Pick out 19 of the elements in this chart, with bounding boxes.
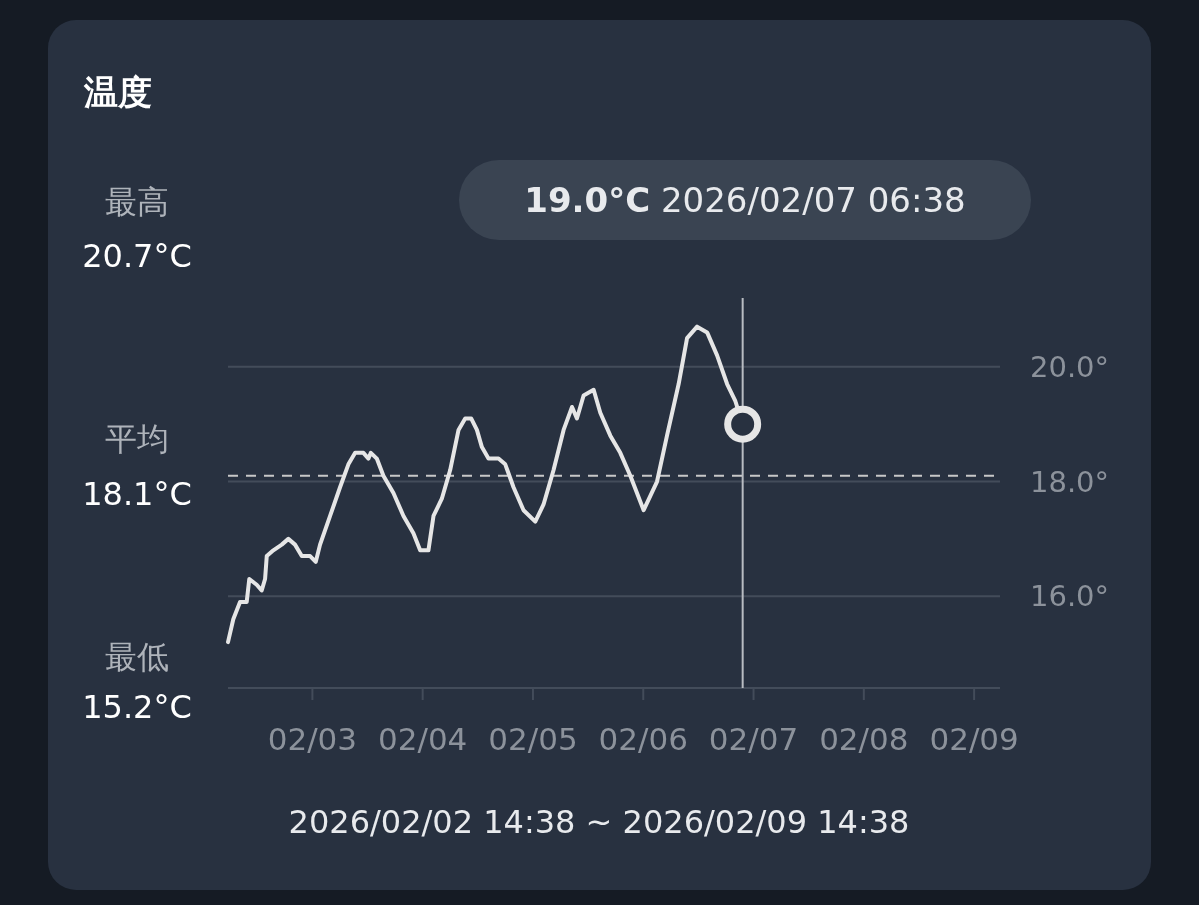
text: 18.1°C bbox=[82, 475, 192, 513]
text: 20.7°C bbox=[82, 237, 192, 275]
x-tick-label: 02/04 bbox=[378, 721, 468, 757]
y-tick-label: 20.0° bbox=[1030, 349, 1110, 384]
text: 2026/02/02 14:38 ~ 2026/02/09 14:38 bbox=[288, 803, 910, 841]
x-tick-label: 02/07 bbox=[708, 721, 799, 757]
x-tick-label: 02/06 bbox=[598, 721, 688, 757]
x-tick-label: 02/09 bbox=[929, 721, 1019, 757]
text: 19.0°C 2026/02/07 06:38 bbox=[524, 179, 966, 220]
chart-title: 温度 bbox=[83, 72, 152, 112]
text: 平均 bbox=[105, 420, 169, 458]
text: 15.2°C bbox=[82, 688, 192, 726]
x-tick-label: 02/03 bbox=[267, 721, 358, 757]
x-tick-label: 02/05 bbox=[488, 721, 578, 757]
y-tick-label: 18.0° bbox=[1030, 464, 1110, 499]
text: 最低 bbox=[105, 638, 169, 676]
text: 最高 bbox=[105, 183, 169, 221]
x-tick-label: 02/08 bbox=[819, 721, 909, 757]
y-tick-label: 16.0° bbox=[1030, 579, 1110, 614]
